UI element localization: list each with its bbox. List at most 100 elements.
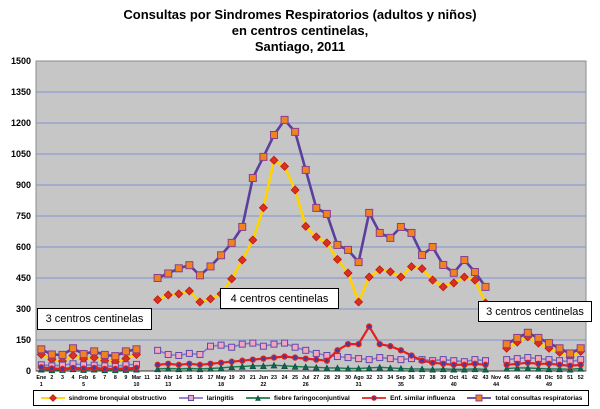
svg-text:11: 11 xyxy=(144,375,150,381)
svg-text:1500: 1500 xyxy=(11,56,31,66)
svg-text:Abr: Abr xyxy=(164,375,173,381)
chart-title-line2: en centros centinelas, xyxy=(231,23,369,38)
svg-text:10: 10 xyxy=(134,382,140,388)
svg-text:1050: 1050 xyxy=(11,149,31,159)
svg-text:Sep: Sep xyxy=(396,375,406,381)
svg-text:Jun: Jun xyxy=(259,375,268,381)
svg-text:39: 39 xyxy=(440,375,446,381)
legend-marker-icon xyxy=(178,394,203,402)
series-total-consultas-respiratorias xyxy=(37,115,585,361)
legend-label: laringitis xyxy=(206,394,234,402)
svg-text:46: 46 xyxy=(514,375,520,381)
svg-text:23: 23 xyxy=(271,375,277,381)
legend-marker-icon xyxy=(246,394,271,401)
svg-text:48: 48 xyxy=(535,375,541,381)
svg-text:2: 2 xyxy=(50,375,53,381)
svg-text:Dic: Dic xyxy=(545,375,553,381)
svg-text:Ene: Ene xyxy=(36,375,46,381)
svg-text:51: 51 xyxy=(567,375,573,381)
legend-label: sindrome bronquial obstructivo xyxy=(68,394,167,402)
svg-text:30: 30 xyxy=(345,375,351,381)
legend-item-enf-similar-influenza: Enf. similar influenza xyxy=(361,393,455,403)
legend-item-fiebre-faringoconjuntival: fiebre faringoconjuntival xyxy=(245,393,350,403)
series-fiebre-faringoconjuntival xyxy=(37,361,585,374)
chart-title-line3: Santiago, 2011 xyxy=(254,39,346,54)
svg-text:21: 21 xyxy=(250,375,256,381)
svg-text:17: 17 xyxy=(208,375,214,381)
legend-marker-icon xyxy=(467,394,492,402)
svg-text:1350: 1350 xyxy=(11,87,31,97)
svg-text:42: 42 xyxy=(472,375,478,381)
y-axis-labels: 0 150 300 450 600 750 900 1050 1200 1350 1500 xyxy=(11,56,31,376)
legend-marker-icon xyxy=(40,394,65,402)
legend-label: total consultas respiratorias xyxy=(495,394,583,402)
svg-text:34: 34 xyxy=(387,375,393,381)
svg-text:Feb: Feb xyxy=(79,375,89,381)
chart-title-line1: Consultas por Sindromes Respiratorios (a… xyxy=(123,7,477,22)
svg-text:24: 24 xyxy=(282,375,288,381)
svg-text:29: 29 xyxy=(334,375,340,381)
annotation-3-centros-left: 3 centros centinelas xyxy=(37,308,152,330)
svg-text:150: 150 xyxy=(16,335,31,345)
svg-text:4: 4 xyxy=(72,375,75,381)
legend-label: fiebre faringoconjuntival xyxy=(274,394,350,402)
legend-item-laringitis: laringitis xyxy=(178,393,234,403)
svg-text:31: 31 xyxy=(356,382,362,388)
svg-text:38: 38 xyxy=(430,375,436,381)
svg-text:22: 22 xyxy=(260,382,266,388)
svg-text:5: 5 xyxy=(82,382,85,388)
svg-text:25: 25 xyxy=(292,375,298,381)
annotation-4-centros: 4 centros centinelas xyxy=(220,288,339,309)
svg-text:9: 9 xyxy=(124,375,127,381)
annotation-3-centros-right: 3 centros centinelas xyxy=(478,301,592,322)
svg-text:750: 750 xyxy=(16,211,31,221)
svg-text:Mar: Mar xyxy=(132,375,141,381)
svg-text:18: 18 xyxy=(218,382,224,388)
svg-text:28: 28 xyxy=(324,375,330,381)
legend-item-sindrome-bronquial-obstructivo: sindrome bronquial obstructivo xyxy=(40,393,167,403)
svg-text:7: 7 xyxy=(103,375,106,381)
svg-text:12: 12 xyxy=(155,375,161,381)
svg-text:49: 49 xyxy=(546,382,552,388)
svg-text:16: 16 xyxy=(197,375,203,381)
svg-text:15: 15 xyxy=(186,375,192,381)
svg-text:Nov: Nov xyxy=(491,375,501,381)
svg-text:20: 20 xyxy=(239,375,245,381)
svg-text:600: 600 xyxy=(16,242,31,252)
svg-text:35: 35 xyxy=(398,382,404,388)
svg-text:Jul: Jul xyxy=(302,375,310,381)
chart-title: Consultas por Sindromes Respiratorios (a… xyxy=(0,7,600,55)
svg-text:6: 6 xyxy=(93,375,96,381)
series-laringitis xyxy=(37,339,585,370)
svg-text:300: 300 xyxy=(16,304,31,314)
svg-text:52: 52 xyxy=(578,375,584,381)
svg-text:Ago: Ago xyxy=(353,375,364,381)
svg-text:19: 19 xyxy=(229,375,235,381)
svg-text:36: 36 xyxy=(409,375,415,381)
svg-text:43: 43 xyxy=(483,375,489,381)
svg-text:37: 37 xyxy=(419,375,425,381)
svg-text:27: 27 xyxy=(313,375,319,381)
svg-text:44: 44 xyxy=(493,382,499,388)
svg-text:3: 3 xyxy=(61,375,64,381)
svg-text:47: 47 xyxy=(525,375,531,381)
svg-text:May: May xyxy=(216,375,226,381)
svg-text:41: 41 xyxy=(461,375,467,381)
legend-marker-icon xyxy=(362,395,387,401)
svg-text:13: 13 xyxy=(165,382,171,388)
svg-text:Oct: Oct xyxy=(449,375,458,381)
svg-text:50: 50 xyxy=(557,375,563,381)
svg-text:1: 1 xyxy=(40,382,43,388)
legend-label: Enf. similar influenza xyxy=(390,394,456,402)
svg-text:33: 33 xyxy=(377,375,383,381)
svg-text:8: 8 xyxy=(114,375,117,381)
svg-text:450: 450 xyxy=(16,273,31,283)
series-enf-similar-influenza xyxy=(38,323,584,373)
svg-text:26: 26 xyxy=(303,382,309,388)
svg-text:900: 900 xyxy=(16,180,31,190)
svg-text:40: 40 xyxy=(451,382,457,388)
legend-item-total-consultas-respiratorias: total consultas respiratorias xyxy=(466,393,582,403)
svg-text:14: 14 xyxy=(176,375,182,381)
